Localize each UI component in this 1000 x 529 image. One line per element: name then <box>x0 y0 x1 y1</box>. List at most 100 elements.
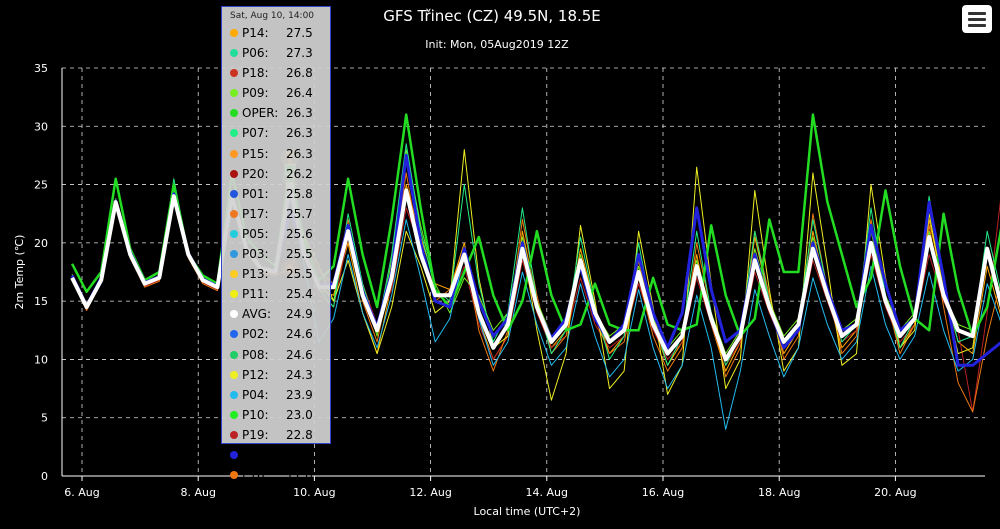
tooltip-series-value: 26.4 <box>286 86 313 101</box>
tooltip-series-name: P20: <box>242 166 269 181</box>
tooltip-row: P11: 25.4 <box>222 284 330 304</box>
tooltip-row: P09: 26.4 <box>222 83 330 103</box>
y-axis-label: 2m Temp (℃) <box>13 235 26 310</box>
tooltip-series-name: P16: <box>242 468 269 483</box>
series-dot-icon <box>230 350 238 359</box>
series-dot-icon <box>230 410 238 419</box>
series-dot-icon <box>230 29 238 37</box>
y-tick-label: 10 <box>34 353 48 366</box>
series-dot-icon <box>230 169 238 178</box>
series-dot-icon <box>230 109 238 118</box>
tooltip-series-name: P03: <box>242 247 269 262</box>
y-tick-label: 5 <box>41 412 48 425</box>
tooltip-series-value: 17.8 <box>286 468 313 483</box>
tooltip-series-value: 23.0 <box>286 407 313 422</box>
tooltip-series-value: 26.2 <box>286 166 313 181</box>
tooltip-row: P12: 24.3 <box>222 365 330 385</box>
tooltip-series-value: 25.7 <box>286 206 313 221</box>
tooltip-series-name: P10: <box>242 407 269 422</box>
tooltip-series-value: 24.3 <box>286 367 313 382</box>
tooltip-row: P07: 26.3 <box>222 123 330 143</box>
tooltip-series-value: 23.9 <box>286 387 313 402</box>
tooltip-series-name: P01: <box>242 186 269 201</box>
x-tick-label: 14. Aug <box>526 486 568 499</box>
tooltip-header: Sat, Aug 10, 14:00 <box>230 11 315 21</box>
series-line-avg <box>70 183 1000 362</box>
tooltip-series-name: P19: <box>242 427 269 442</box>
tooltip-series-value: 25.4 <box>286 287 313 302</box>
series-dot-icon <box>230 471 238 480</box>
series-line-p00 <box>70 153 1000 367</box>
tooltip-series-value: 26.8 <box>286 66 313 81</box>
series-dot-icon <box>230 430 238 439</box>
tooltip-series-value: 22.7 <box>286 447 313 462</box>
tooltip-series-value: 25.8 <box>286 186 313 201</box>
tooltip-series-name: P12: <box>242 367 269 382</box>
tooltip-row: P05: 25.6 <box>222 224 330 244</box>
series-dot-icon <box>230 450 238 459</box>
tooltip-series-name: P08: <box>242 347 269 362</box>
series-dot-icon <box>230 229 238 238</box>
chart-subtitle: Init: Mon, 05Aug2019 12Z <box>425 38 569 51</box>
series-dot-icon <box>230 270 238 279</box>
tooltip-series-name: P15: <box>242 146 269 161</box>
tooltip-row: P01: 25.8 <box>222 184 330 204</box>
series-dot-icon <box>230 89 238 98</box>
tooltip-series-value: 22.8 <box>286 427 313 442</box>
chart-title: GFS Třinec (CZ) 49.5N, 18.5E <box>383 7 601 25</box>
x-tick-label: 18. Aug <box>758 486 800 499</box>
x-axis-label: Local time (UTC+2) <box>474 505 581 518</box>
series-dot-icon <box>230 129 238 138</box>
tooltip-series-name: P17: <box>242 206 269 221</box>
hamburger-menu-button[interactable] <box>962 5 992 33</box>
tooltip-series-name: P07: <box>242 126 269 141</box>
series-line-p12 <box>71 149 1000 401</box>
tooltip-series-name: P13: <box>242 267 269 282</box>
tooltip-row: P02: 24.6 <box>222 324 330 344</box>
x-tick-label: 12. Aug <box>409 486 451 499</box>
tooltip-series-name: AVG: <box>242 307 271 322</box>
tooltip-series-name: P09: <box>242 86 269 101</box>
tooltip-series-value: 26.3 <box>286 106 313 121</box>
tooltip-row: OPER: 26.3 <box>222 103 330 123</box>
series-dot-icon <box>230 69 238 78</box>
tooltip-series-name: P05: <box>242 226 269 241</box>
y-tick-label: 20 <box>34 237 48 250</box>
series-dot-icon <box>230 250 238 259</box>
y-tick-label: 30 <box>34 120 48 133</box>
series-dot-icon <box>230 49 238 58</box>
y-tick-label: 15 <box>34 295 48 308</box>
tooltip-series-value: 27.3 <box>286 46 313 61</box>
tooltip-row: P15: 26.3 <box>222 144 330 164</box>
tooltip-row: P18: 26.8 <box>222 63 330 83</box>
tooltip-series-value: 27.5 <box>286 26 313 40</box>
series-dot-icon <box>230 310 238 319</box>
tooltip-rows: P14: 27.5 P06: 27.3 P18: 26.8 P09: 26.4 OPER: 26.… <box>222 23 330 485</box>
tooltip-series-name: P11: <box>242 287 269 302</box>
series-dot-icon <box>230 149 238 158</box>
tooltip-series-value: 25.6 <box>286 226 313 241</box>
tooltip-panel: Sat, Aug 10, 14:00 P14: 27.5 P06: 27.3 P18: 2… <box>221 6 331 482</box>
x-tick-label: 20. Aug <box>874 486 916 499</box>
x-tick-label: 8. Aug <box>180 486 215 499</box>
tooltip-row: P17: 25.7 <box>222 204 330 224</box>
series-dot-icon <box>230 209 238 218</box>
series-dot-icon <box>230 330 238 339</box>
grid-lines <box>62 67 985 476</box>
tooltip-row: P13: 25.5 <box>222 264 330 284</box>
tooltip-series-name: P18: <box>242 66 269 81</box>
tooltip-series-value: 24.6 <box>286 347 313 362</box>
y-tick-label: 35 <box>34 62 48 75</box>
tooltip-row: P06: 27.3 <box>222 43 330 63</box>
x-tick-label: 16. Aug <box>642 486 684 499</box>
tooltip-series-name: P02: <box>242 327 269 342</box>
y-tick-label: 0 <box>41 470 48 483</box>
menu-bar-icon <box>968 24 986 27</box>
tooltip-series-value: 26.3 <box>286 126 313 141</box>
tooltip-series-name: P04: <box>242 387 269 402</box>
tooltip-series-name: P06: <box>242 46 269 61</box>
tooltip-row: AVG: 24.9 <box>222 304 330 324</box>
tooltip-series-value: 24.9 <box>286 307 313 322</box>
series-dot-icon <box>230 290 238 299</box>
